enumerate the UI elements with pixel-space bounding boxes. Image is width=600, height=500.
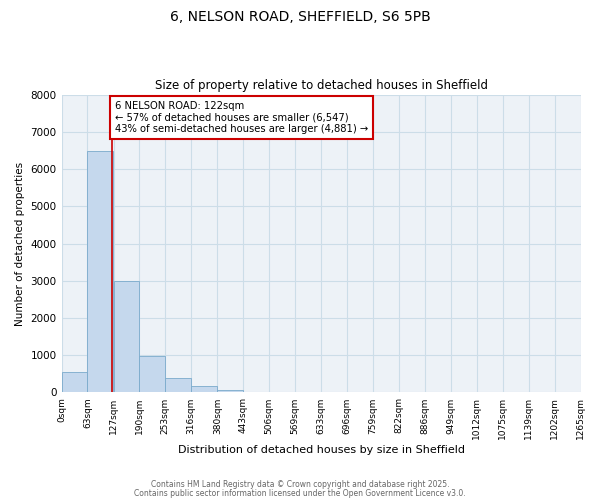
Bar	[113, 282, 139, 393]
Bar	[166, 378, 191, 392]
Text: 6 NELSON ROAD: 122sqm
← 57% of detached houses are smaller (6,547)
43% of semi-d: 6 NELSON ROAD: 122sqm ← 57% of detached …	[115, 102, 368, 134]
Bar	[62, 372, 88, 392]
Bar	[191, 386, 217, 392]
Text: Contains public sector information licensed under the Open Government Licence v3: Contains public sector information licen…	[134, 488, 466, 498]
Bar	[217, 390, 243, 392]
Title: Size of property relative to detached houses in Sheffield: Size of property relative to detached ho…	[155, 79, 488, 92]
X-axis label: Distribution of detached houses by size in Sheffield: Distribution of detached houses by size …	[178, 445, 464, 455]
Y-axis label: Number of detached properties: Number of detached properties	[15, 162, 25, 326]
Text: Contains HM Land Registry data © Crown copyright and database right 2025.: Contains HM Land Registry data © Crown c…	[151, 480, 449, 489]
Text: 6, NELSON ROAD, SHEFFIELD, S6 5PB: 6, NELSON ROAD, SHEFFIELD, S6 5PB	[170, 10, 430, 24]
Bar	[88, 151, 113, 392]
Bar	[139, 356, 166, 393]
